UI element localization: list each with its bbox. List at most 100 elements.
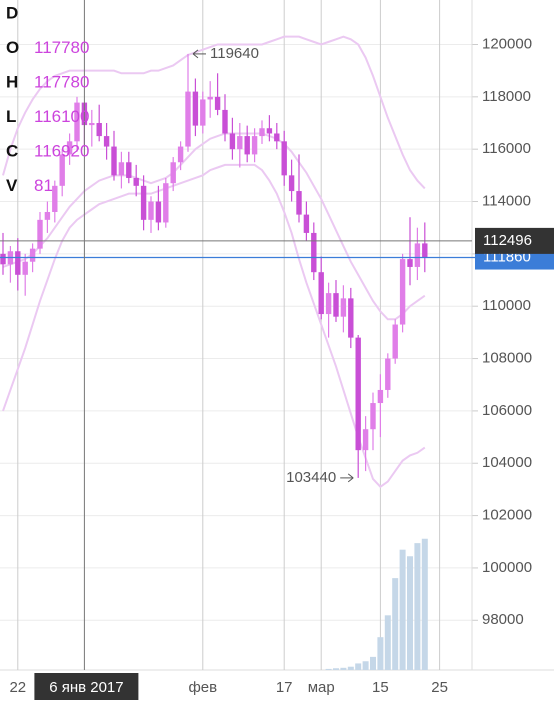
candle-body [259, 128, 265, 137]
volume-bar [340, 667, 347, 670]
candle-body [296, 191, 302, 215]
candle-body [377, 389, 384, 404]
volume-bar [325, 668, 332, 670]
legend-label: O [6, 38, 19, 57]
candle-body [392, 324, 398, 359]
annotation-arrowhead [347, 473, 354, 483]
candle-body [74, 102, 80, 142]
band-middle [2, 132, 426, 321]
annotation-arrowhead [192, 49, 199, 59]
high-annotation: 119640 [210, 45, 259, 62]
volume-bar [370, 656, 376, 670]
candle-body [333, 293, 339, 317]
candle-body [207, 96, 213, 100]
volume-bar [333, 668, 339, 670]
candle-body [274, 133, 280, 142]
candle-body [407, 259, 413, 267]
candle-body [133, 177, 139, 186]
candle-body [59, 154, 65, 186]
y-tick-label: 116000 [482, 140, 531, 157]
low-annotation: 103440 [286, 469, 336, 486]
candle-body [318, 272, 324, 315]
candle-body [192, 91, 199, 126]
candle-body [89, 123, 95, 126]
candle-body [385, 358, 391, 390]
candle-body [111, 146, 117, 176]
y-tick-label: 98000 [482, 611, 524, 628]
x-tick-label: 22 [9, 679, 26, 696]
candle-body [15, 251, 21, 275]
candle-body [422, 243, 428, 258]
candle-body [185, 91, 191, 147]
crosshair-date-label: 6 янв 2017 [49, 679, 123, 696]
x-tick-label: мар [308, 679, 335, 696]
candle-body [222, 109, 228, 134]
y-tick-label: 106000 [482, 402, 532, 419]
candle-body [140, 185, 147, 220]
candle-body [200, 99, 206, 126]
y-tick-label: 104000 [482, 454, 532, 471]
candle-body [251, 136, 258, 155]
legend-label: H [6, 72, 18, 91]
candle-body [355, 337, 361, 451]
candle-body [177, 146, 184, 163]
candle-body [370, 403, 376, 430]
crosshair-date-box [34, 673, 139, 700]
candle-body [348, 298, 354, 338]
candle-body [311, 232, 317, 273]
y-tick-label: 110000 [482, 297, 531, 314]
candle-body [214, 96, 221, 110]
candle-body [229, 133, 236, 150]
candle-body [288, 175, 295, 192]
candle-body [399, 259, 406, 325]
x-tick-label: 25 [431, 679, 448, 696]
candle-body [126, 162, 132, 178]
y-tick-label: 118000 [482, 88, 531, 105]
candle-body [96, 123, 102, 137]
volume-bar [392, 578, 399, 670]
legend-label: D [6, 3, 18, 22]
y-tick-label: 114000 [482, 192, 531, 209]
band-upper [2, 35, 426, 190]
y-tick-label: 108000 [482, 350, 532, 367]
y-tick-label: 100000 [482, 559, 532, 576]
legend-value: 81 [34, 176, 53, 195]
band-lower [2, 163, 426, 489]
volume-bar [399, 549, 406, 670]
candle-body [52, 185, 58, 212]
volume-bar [362, 661, 369, 670]
volume-bar [377, 637, 384, 670]
volume-bar [347, 666, 354, 670]
candle-body [237, 136, 243, 150]
legend-label: L [6, 107, 16, 126]
y-tick-label: 120000 [482, 35, 532, 52]
candle-body [362, 429, 369, 451]
legend-value: 116920 [34, 141, 89, 160]
candle-body [118, 162, 125, 176]
candle-body [281, 141, 287, 176]
candle-body [414, 243, 421, 267]
candle-body [37, 219, 43, 249]
candle-body [325, 293, 332, 315]
volume-bar [407, 556, 413, 670]
candle-body [22, 261, 28, 275]
legend-value: 116100 [34, 107, 89, 126]
candle-body [303, 214, 310, 233]
x-tick-label: фев [188, 679, 217, 696]
candle-body [66, 141, 73, 155]
candle-body [170, 162, 176, 184]
legend-value: 117780 [34, 38, 89, 57]
candle-body [29, 248, 36, 262]
legend-label: C [6, 141, 18, 160]
volume-bar [414, 543, 421, 670]
candle-body [266, 128, 273, 134]
candle-body [0, 253, 6, 265]
x-tick-label: 17 [276, 679, 293, 696]
candle-body [148, 201, 154, 220]
volume-bar [355, 663, 362, 670]
crosshair-price-box [475, 227, 554, 254]
crosshair-price-label: 112496 [483, 232, 532, 249]
x-tick-label: 15 [372, 679, 389, 696]
